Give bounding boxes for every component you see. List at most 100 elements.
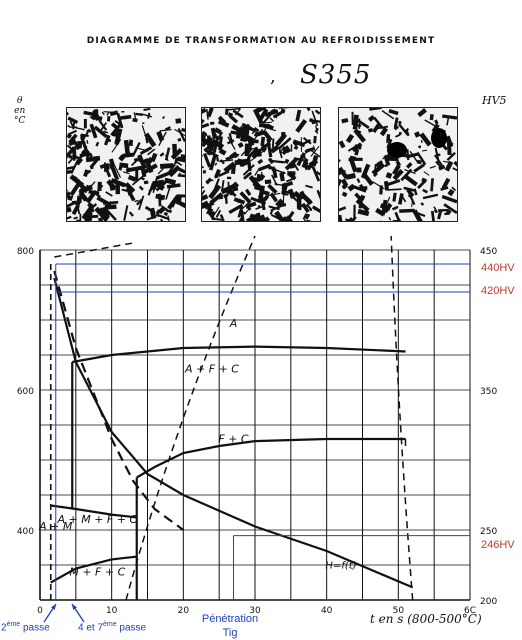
grain (240, 146, 250, 157)
grain (392, 192, 397, 202)
grain (376, 162, 382, 168)
grain (341, 117, 349, 124)
grain (268, 166, 273, 170)
grain (74, 144, 79, 151)
grain (123, 205, 129, 221)
grain (304, 163, 314, 171)
grain (398, 123, 410, 137)
grain (305, 184, 313, 189)
grain (411, 201, 413, 208)
grain (122, 165, 135, 171)
grain (293, 190, 304, 201)
grain (152, 180, 158, 186)
grain (99, 122, 108, 132)
grain (92, 109, 100, 121)
fourth-seventh-pass-tail: passe (116, 622, 147, 634)
grain (403, 174, 418, 187)
y-tick-label: 600 (17, 387, 34, 397)
grain (228, 108, 241, 111)
grain (395, 160, 402, 167)
grain (270, 108, 277, 115)
grain (202, 108, 207, 115)
grain (103, 130, 109, 134)
region-label: A + M (38, 520, 73, 533)
region-label: A (229, 317, 238, 330)
grain (75, 157, 84, 166)
grain (215, 209, 222, 218)
grain (256, 173, 261, 182)
grain (155, 211, 160, 213)
grain (354, 192, 363, 201)
grain (231, 124, 245, 135)
region-label: A + F + C (184, 363, 239, 376)
grain (102, 211, 107, 217)
grain (367, 114, 376, 122)
region-label: F + C (218, 433, 249, 446)
grain (297, 203, 302, 211)
grain (250, 151, 264, 162)
grain (260, 136, 266, 147)
grain (202, 165, 205, 169)
grain (306, 199, 313, 206)
grain (314, 127, 320, 133)
grain (384, 154, 399, 160)
grain (244, 188, 252, 196)
grain (176, 156, 185, 164)
grain (354, 148, 360, 156)
grain (172, 202, 176, 208)
grain (356, 178, 361, 184)
grain (88, 129, 92, 133)
grain (244, 218, 256, 221)
grain (392, 169, 404, 181)
grain (299, 191, 312, 204)
grain (167, 163, 176, 174)
grain (264, 179, 272, 185)
grain (209, 192, 224, 205)
grain (348, 157, 363, 162)
grain (67, 170, 72, 175)
grain (67, 147, 75, 161)
grain (83, 110, 96, 117)
grain (339, 140, 346, 149)
grain (212, 178, 220, 193)
penetration-line1: Pénétration (201, 613, 259, 625)
grain (162, 115, 166, 120)
y2-tick-label: 350 (480, 387, 497, 397)
grain (110, 123, 122, 137)
grain (407, 190, 416, 206)
handwritten-mark: , (270, 66, 276, 87)
diagram-title: DIAGRAMME DE TRANSFORMATION AU REFROIDIS… (86, 36, 436, 46)
grain (159, 152, 165, 157)
grain (253, 131, 259, 137)
grain (272, 168, 286, 175)
grain (85, 155, 101, 163)
y2-tick-label: 450 (480, 247, 497, 257)
grain (178, 172, 182, 176)
grain (292, 139, 306, 148)
grain (202, 119, 205, 126)
grain (291, 160, 300, 172)
grain (145, 137, 149, 144)
grain (234, 153, 240, 159)
grain (358, 183, 366, 192)
grain (114, 131, 122, 146)
grain (284, 157, 298, 171)
grain (67, 165, 75, 172)
fourth-seventh-pass-base: 4 et 7 (78, 622, 104, 634)
grain (157, 213, 170, 221)
grain (353, 204, 356, 221)
micrograph-1-image (67, 108, 185, 221)
grain (357, 208, 370, 217)
grain (375, 207, 386, 217)
grain (242, 211, 247, 215)
grain (282, 146, 289, 153)
grain (205, 109, 209, 120)
grain (400, 168, 413, 182)
x-tick-label: 10 (106, 606, 118, 616)
grain (159, 163, 174, 169)
grain (155, 171, 171, 180)
grain (129, 139, 133, 147)
cooling-curve-3 (390, 235, 414, 601)
grain (267, 144, 273, 158)
